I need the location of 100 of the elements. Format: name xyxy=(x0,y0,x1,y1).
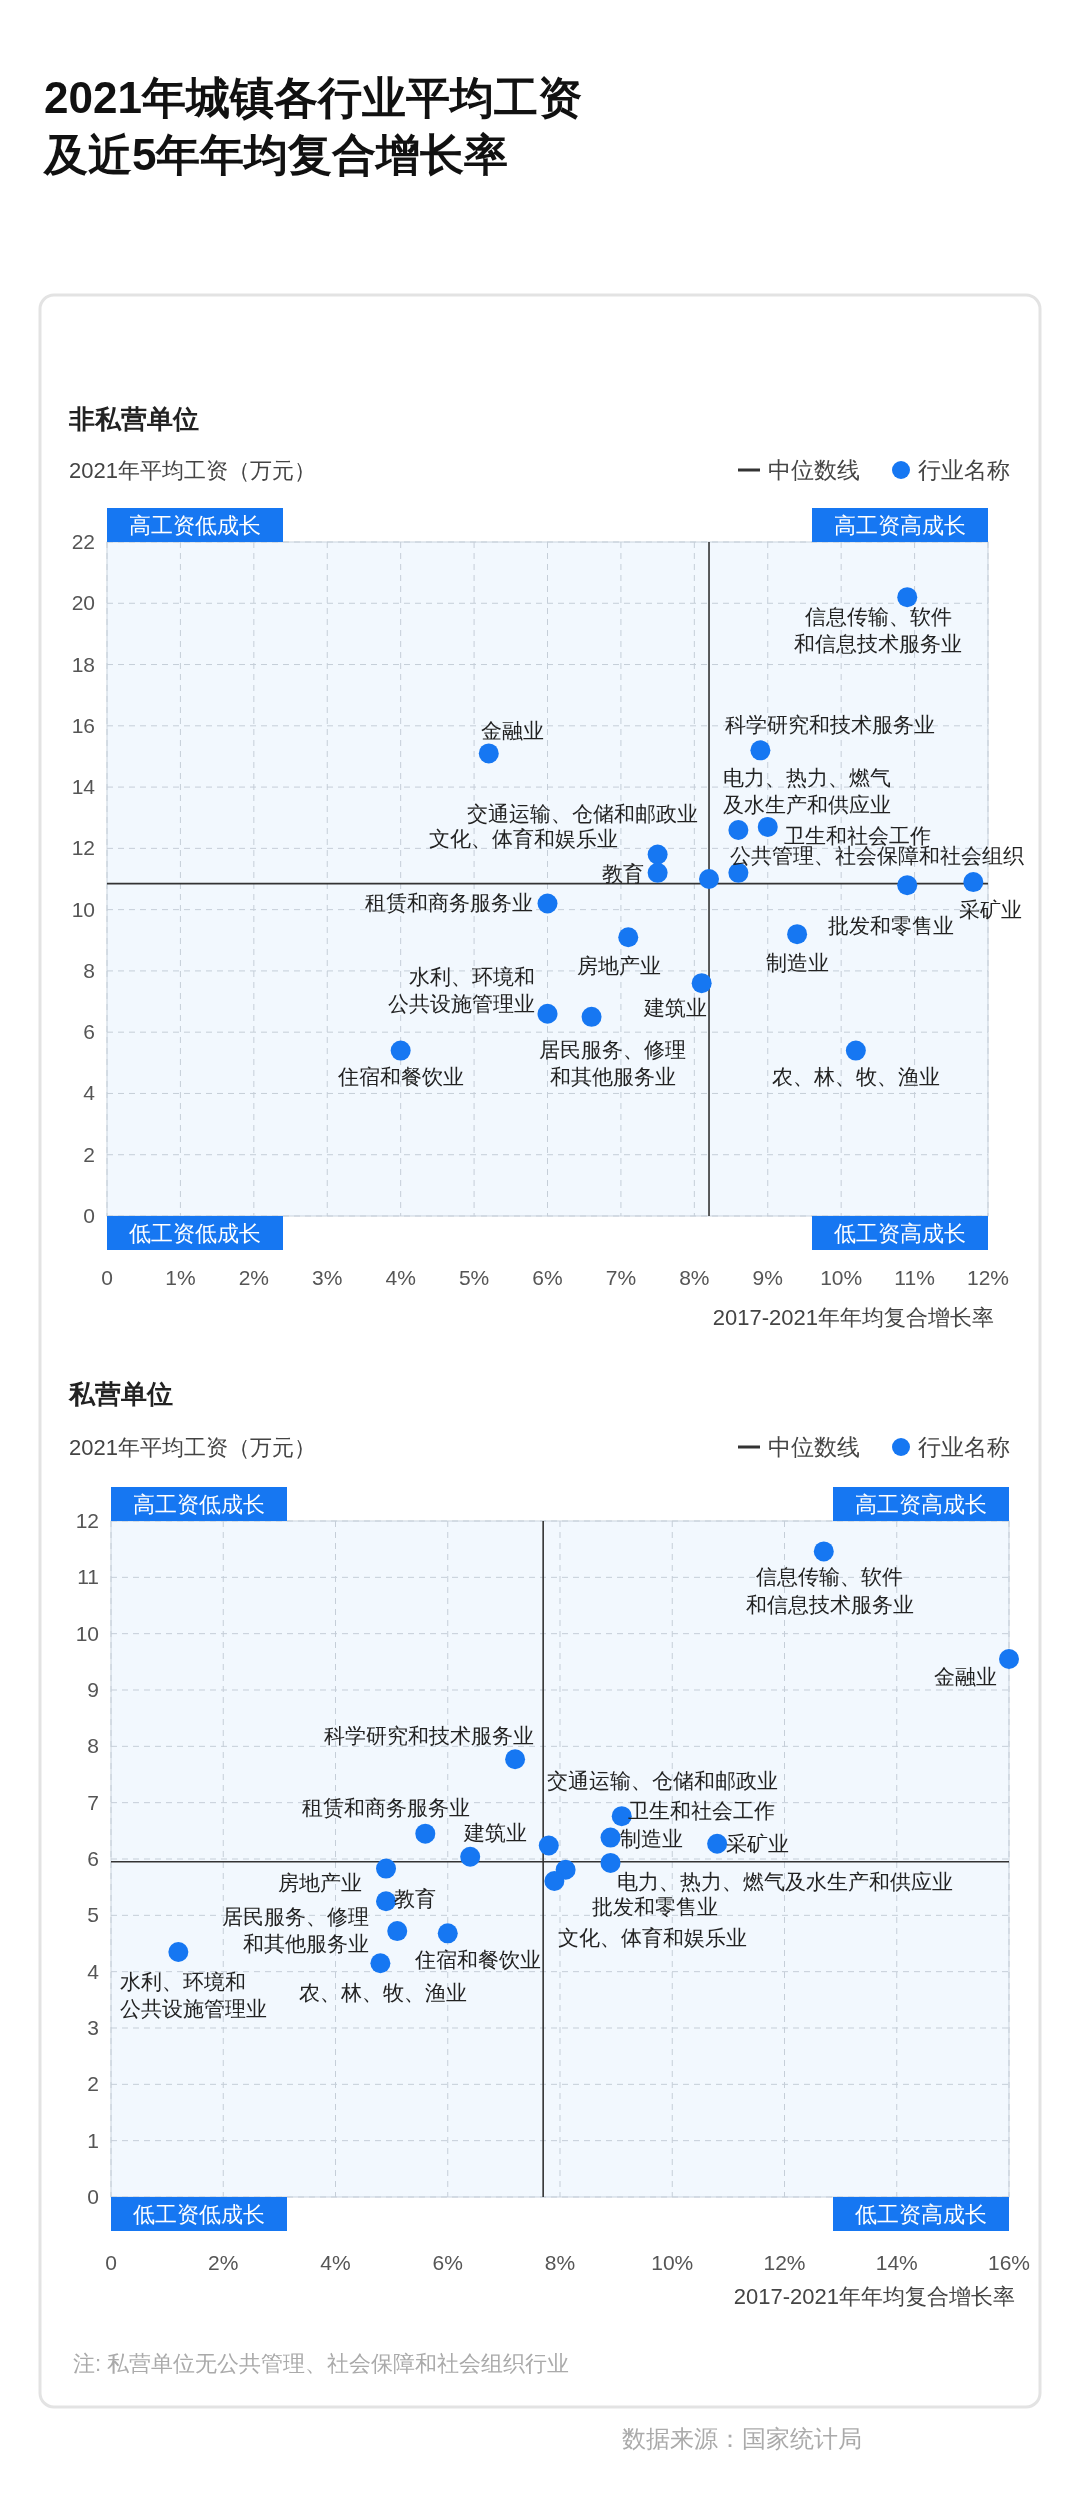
point xyxy=(168,1941,189,1962)
point xyxy=(460,1846,481,1867)
annotation: 教育 xyxy=(394,1887,437,1911)
x-tick-label: 5% xyxy=(458,1266,490,1289)
point xyxy=(699,869,720,889)
x-axis-title: 2017-2021年年均复合增长率 xyxy=(733,2284,1015,2309)
y-tick-label: 18 xyxy=(71,652,95,676)
y-tick-label: 5 xyxy=(87,1903,99,1927)
y-tick-label: 22 xyxy=(71,530,95,553)
point xyxy=(999,1649,1019,1670)
legend-label: 中位数线 xyxy=(768,457,860,483)
y-tick-label: 4 xyxy=(87,1959,100,1983)
source-note: 数据来源：国家统计局 xyxy=(622,2425,862,2452)
y-tick-label: 0 xyxy=(83,1204,95,1227)
point xyxy=(813,1541,834,1562)
y-tick-label: 20 xyxy=(71,591,95,615)
x-tick-label: 10% xyxy=(820,1266,863,1289)
x-tick-label: 8% xyxy=(679,1266,710,1289)
x-tick-label: 10% xyxy=(651,2251,694,2274)
x-tick-label: 12% xyxy=(966,1266,1010,1289)
point xyxy=(647,862,668,883)
y-tick-label: 0 xyxy=(87,2185,99,2208)
x-tick-label: 0 xyxy=(105,2251,117,2274)
annotation: 采矿业 xyxy=(959,898,1023,922)
point xyxy=(600,1852,621,1873)
point xyxy=(538,1835,559,1856)
annotation: 居民服务、修理和其他服务业 xyxy=(539,1037,687,1089)
y-tick-label: 6 xyxy=(83,1020,95,1044)
point xyxy=(963,872,984,893)
annotation: 电力、热力、燃气及水生产和供应业 xyxy=(616,1869,953,1893)
y-tick-label: 10 xyxy=(71,897,95,921)
x-tick-label: 12% xyxy=(763,2251,806,2274)
annotation: 住宿和餐饮业 xyxy=(413,1948,541,1972)
legend-label: 中位数线 xyxy=(768,1434,860,1460)
annotation: 居民服务、修理和其他服务业 xyxy=(222,1905,370,1956)
x-tick-label: 1% xyxy=(165,1266,196,1289)
point xyxy=(691,973,712,994)
y-tick-label: 10 xyxy=(75,1621,99,1645)
legend-label: 行业名称 xyxy=(918,1434,1010,1460)
annotation: 金融业 xyxy=(933,1665,997,1689)
x-tick-label: 7% xyxy=(605,1266,637,1289)
chart-title: 2021年城镇各行业平均工资及近5年年均复合增长率 xyxy=(42,73,582,180)
chart-title: 私营单位 xyxy=(68,1379,173,1409)
annotation: 住宿和餐饮业 xyxy=(336,1064,464,1088)
text: 低工资高成长 xyxy=(855,2202,987,2227)
x-tick-label: 4% xyxy=(320,2251,351,2274)
point xyxy=(728,819,749,840)
annotation: 农、林、牧、渔业 xyxy=(771,1064,940,1088)
point xyxy=(647,844,668,865)
annotation: 房地产业 xyxy=(577,954,662,978)
y-tick-label: 2 xyxy=(83,1142,95,1166)
x-tick-label: 9% xyxy=(752,1266,783,1289)
point xyxy=(370,1953,391,1974)
annotation: 批发和零售业 xyxy=(828,914,955,938)
text: 低工资高成长 xyxy=(834,1221,966,1246)
x-tick-label: 0 xyxy=(101,1266,113,1289)
x-tick-label: 2% xyxy=(238,1266,270,1289)
x-tick-label: 14% xyxy=(875,2251,918,2274)
text: 高工资高成长 xyxy=(834,513,966,538)
chart-subtitle: 非私营单位 xyxy=(68,404,199,434)
annotation: 信息传输、软件和信息技术服务业 xyxy=(745,1565,914,1616)
annotation: 水利、环境和公共设施管理业 xyxy=(120,1969,268,2021)
y-tick-label: 2 xyxy=(87,2072,99,2096)
y-tick-label: 6 xyxy=(87,1847,99,1870)
annotation: 文化、体育和娱乐业 xyxy=(428,827,618,851)
annotation: 科学研究和技术服务业 xyxy=(324,1724,535,1748)
point xyxy=(581,1006,602,1027)
x-axis-title: 2017-2021年年均复合增长率 xyxy=(712,1305,994,1330)
x-tick-label: 4% xyxy=(385,1266,416,1289)
x-tick-label: 2% xyxy=(208,2251,239,2274)
annotation: 信息传输、软件和信息技术服务业 xyxy=(794,605,963,656)
annotation: 文化、体育和娱乐业 xyxy=(558,1925,748,1949)
annotation: 制造业 xyxy=(619,1826,683,1850)
y-tick-label: 11 xyxy=(77,1565,99,1589)
annotation: 批发和零售业 xyxy=(591,1894,718,1918)
y-tick-label: 4 xyxy=(83,1081,96,1105)
annotation: 租赁和商务服务业 xyxy=(364,890,533,914)
point xyxy=(618,927,639,948)
text: 注: 私营单位无公共管理、社会保障和社会组织行业 xyxy=(73,2351,570,2376)
point xyxy=(787,924,808,945)
point xyxy=(387,1921,408,1942)
x-tick-label: 8% xyxy=(544,2251,576,2274)
point xyxy=(845,1040,866,1061)
text: 低工资低成长 xyxy=(133,2202,265,2227)
text: 高工资低成长 xyxy=(129,513,261,538)
point xyxy=(707,1833,728,1854)
annotation: 房地产业 xyxy=(278,1870,363,1894)
point xyxy=(600,1827,621,1848)
y-axis-title: 2021年平均工资（万元） xyxy=(69,458,316,483)
y-tick-label: 3 xyxy=(87,2016,99,2039)
x-tick-label: 11% xyxy=(894,1266,935,1289)
point xyxy=(897,875,918,896)
point xyxy=(415,1823,436,1844)
text: 低工资低成长 xyxy=(129,1221,261,1246)
annotation: 交通运输、仓储和邮政业 xyxy=(546,1769,778,1793)
y-tick-label: 8 xyxy=(83,958,95,982)
annotation: 采矿业 xyxy=(726,1831,790,1855)
point xyxy=(544,1870,565,1891)
y-tick-label: 9 xyxy=(87,1678,99,1701)
x-tick-label: 6% xyxy=(432,2251,463,2274)
